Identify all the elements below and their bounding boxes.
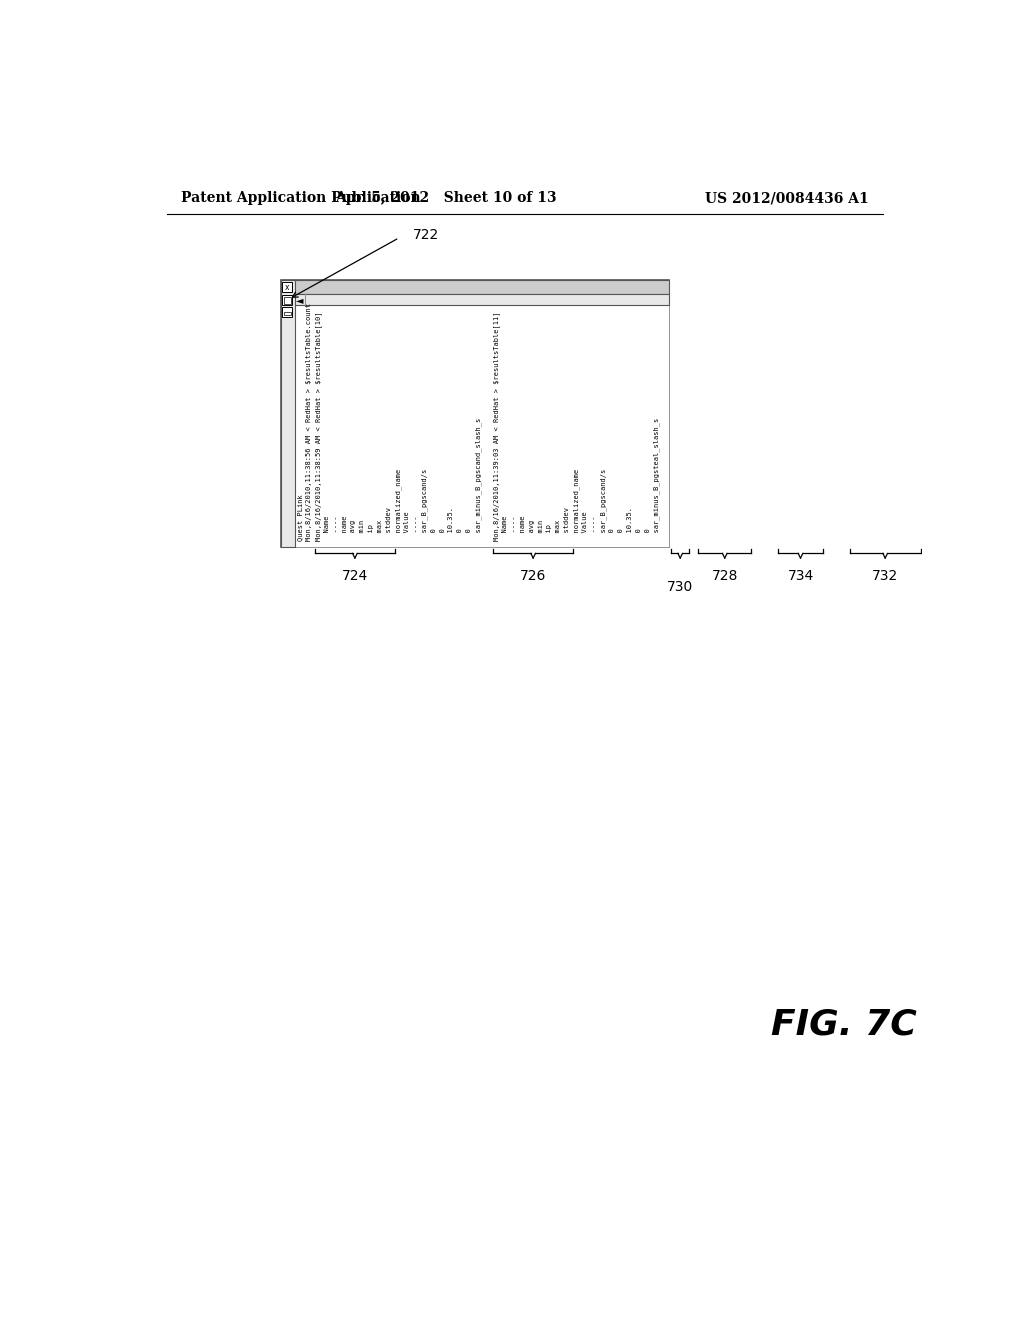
Text: Name: Name (324, 516, 330, 541)
Bar (281, 294, 669, 305)
Text: Mon,8/16/2010,11:38:56 AM < RedHat > $resultsTable.count: Mon,8/16/2010,11:38:56 AM < RedHat > $re… (306, 304, 312, 541)
Text: 10.35.: 10.35. (449, 507, 455, 541)
Bar (283, 282, 292, 293)
Text: ----: ---- (413, 516, 419, 541)
Text: ----: ---- (591, 516, 597, 541)
Text: 0: 0 (617, 528, 624, 541)
Text: 0: 0 (466, 528, 472, 541)
Bar (283, 296, 292, 305)
Text: 726: 726 (520, 569, 547, 583)
Text: sar_B_pgscand/s: sar_B_pgscand/s (600, 469, 606, 541)
Text: ----: ---- (333, 516, 339, 541)
Text: ip: ip (547, 524, 553, 541)
Text: Mon,8/16/2010,11:38:59 AM < RedHat > $resultsTable[10]: Mon,8/16/2010,11:38:59 AM < RedHat > $re… (314, 312, 322, 541)
Text: 0: 0 (458, 528, 464, 541)
Text: 0: 0 (609, 528, 614, 541)
Text: name: name (342, 516, 347, 541)
Text: max: max (377, 520, 383, 541)
Text: max: max (555, 520, 561, 541)
Text: 722: 722 (414, 228, 439, 243)
Text: 0: 0 (439, 528, 445, 541)
Text: avg: avg (528, 520, 535, 541)
Bar (281, 280, 295, 548)
Text: Value: Value (403, 511, 410, 541)
Text: stddev: stddev (386, 507, 392, 541)
Text: 0: 0 (644, 528, 650, 541)
Text: Name: Name (502, 516, 508, 541)
Text: ----: ---- (511, 516, 517, 541)
Bar (284, 297, 291, 304)
Text: ◄: ◄ (296, 294, 304, 305)
Text: name: name (520, 516, 525, 541)
Text: Apr. 5, 2012   Sheet 10 of 13: Apr. 5, 2012 Sheet 10 of 13 (335, 191, 557, 206)
Text: Value: Value (583, 511, 588, 541)
Text: Patent Application Publication: Patent Application Publication (180, 191, 420, 206)
Bar (281, 280, 669, 548)
Text: sar_minus_B_pgsteal_slash_s: sar_minus_B_pgsteal_slash_s (653, 418, 660, 541)
Text: sar_minus_B_pgscand_slash_s: sar_minus_B_pgscand_slash_s (475, 418, 482, 541)
Text: x: x (285, 282, 290, 292)
Text: 10.35.: 10.35. (627, 507, 633, 541)
Text: 734: 734 (787, 569, 814, 583)
Text: sar_B_pgscand/s: sar_B_pgscand/s (422, 469, 428, 541)
Text: 732: 732 (872, 569, 898, 583)
Bar (284, 313, 291, 315)
Bar (283, 308, 292, 317)
Text: min: min (538, 520, 544, 541)
Text: Mon,8/16/2010,11:39:03 AM < RedHat > $resultsTable[11]: Mon,8/16/2010,11:39:03 AM < RedHat > $re… (493, 312, 500, 541)
Text: ip: ip (369, 524, 374, 541)
Text: 0: 0 (636, 528, 642, 541)
Text: 730: 730 (667, 579, 693, 594)
Text: FIG. 7C: FIG. 7C (771, 1007, 918, 1041)
Text: 0: 0 (431, 528, 436, 541)
Text: avg: avg (350, 520, 356, 541)
Bar (295, 305, 669, 548)
Text: normalized_name: normalized_name (395, 469, 401, 541)
Text: 728: 728 (712, 569, 738, 583)
Text: stddev: stddev (564, 507, 570, 541)
Text: Quest PLink: Quest PLink (297, 495, 303, 541)
Text: normalized_name: normalized_name (573, 469, 580, 541)
Text: 724: 724 (342, 569, 368, 583)
Bar (281, 280, 669, 294)
Text: US 2012/0084436 A1: US 2012/0084436 A1 (706, 191, 869, 206)
Text: min: min (359, 520, 366, 541)
